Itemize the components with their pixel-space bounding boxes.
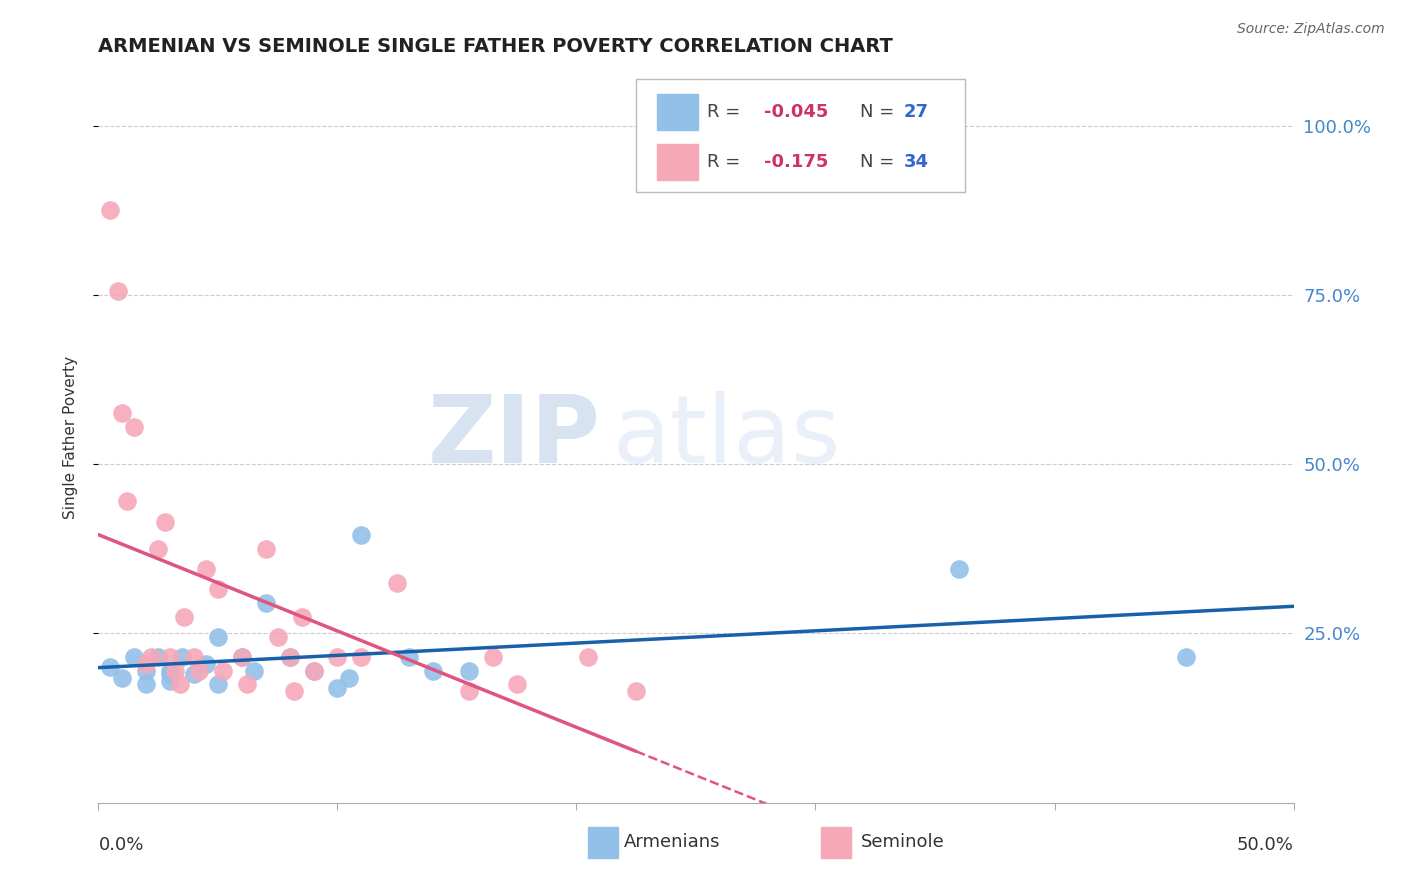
Point — [163, 664, 186, 678]
Text: -0.045: -0.045 — [763, 103, 828, 121]
Text: Seminole: Seminole — [860, 833, 945, 851]
Text: 27: 27 — [904, 103, 929, 121]
Point — [169, 677, 191, 691]
FancyBboxPatch shape — [821, 827, 852, 858]
Point — [231, 650, 253, 665]
Point — [398, 650, 420, 665]
Point — [115, 494, 138, 508]
Point — [111, 671, 134, 685]
Y-axis label: Single Father Poverty: Single Father Poverty — [63, 356, 77, 518]
FancyBboxPatch shape — [637, 78, 965, 192]
Point — [139, 650, 162, 665]
Point — [948, 562, 970, 576]
Point — [98, 203, 122, 218]
Point — [235, 677, 257, 691]
FancyBboxPatch shape — [589, 827, 619, 858]
Point — [159, 664, 181, 678]
Point — [159, 673, 181, 688]
Point — [278, 650, 301, 665]
Text: ARMENIAN VS SEMINOLE SINGLE FATHER POVERTY CORRELATION CHART: ARMENIAN VS SEMINOLE SINGLE FATHER POVER… — [98, 37, 893, 56]
Text: Source: ZipAtlas.com: Source: ZipAtlas.com — [1237, 22, 1385, 37]
Point — [326, 650, 349, 665]
Point — [350, 528, 373, 542]
FancyBboxPatch shape — [657, 144, 699, 180]
Text: R =: R = — [707, 153, 751, 171]
Point — [385, 575, 409, 590]
Text: N =: N = — [859, 153, 900, 171]
Point — [172, 650, 194, 665]
Point — [283, 684, 305, 698]
Text: Armenians: Armenians — [624, 833, 721, 851]
Point — [578, 650, 600, 665]
Point — [124, 420, 146, 434]
Point — [254, 541, 277, 556]
Point — [211, 664, 233, 678]
Point — [148, 650, 170, 665]
Point — [458, 664, 481, 678]
Point — [135, 657, 157, 671]
Text: 50.0%: 50.0% — [1237, 836, 1294, 854]
Text: atlas: atlas — [613, 391, 841, 483]
Point — [155, 515, 177, 529]
Point — [195, 657, 218, 671]
Text: ZIP: ZIP — [427, 391, 600, 483]
Point — [173, 609, 195, 624]
Text: 34: 34 — [904, 153, 929, 171]
Point — [187, 664, 209, 678]
Point — [326, 681, 349, 695]
Point — [243, 664, 266, 678]
Point — [267, 630, 290, 644]
Point — [350, 650, 373, 665]
Point — [207, 677, 229, 691]
Point — [291, 609, 314, 624]
Point — [111, 406, 134, 420]
Point — [339, 671, 361, 685]
Point — [98, 660, 122, 674]
Text: R =: R = — [707, 103, 751, 121]
Point — [207, 582, 229, 597]
Point — [231, 650, 253, 665]
Text: -0.175: -0.175 — [763, 153, 828, 171]
Point — [1175, 650, 1198, 665]
Point — [422, 664, 444, 678]
Point — [183, 650, 205, 665]
Point — [207, 630, 229, 644]
Point — [148, 541, 170, 556]
Point — [135, 664, 157, 678]
Point — [159, 650, 181, 665]
Point — [278, 650, 301, 665]
Text: 0.0%: 0.0% — [98, 836, 143, 854]
Text: N =: N = — [859, 103, 900, 121]
Point — [302, 664, 325, 678]
Point — [107, 285, 129, 299]
FancyBboxPatch shape — [657, 94, 699, 130]
Point — [626, 684, 648, 698]
Point — [254, 596, 277, 610]
Point — [302, 664, 325, 678]
Point — [506, 677, 529, 691]
Point — [159, 667, 181, 681]
Point — [135, 677, 157, 691]
Point — [458, 684, 481, 698]
Point — [124, 650, 146, 665]
Point — [195, 562, 218, 576]
Point — [183, 667, 205, 681]
Point — [481, 650, 505, 665]
